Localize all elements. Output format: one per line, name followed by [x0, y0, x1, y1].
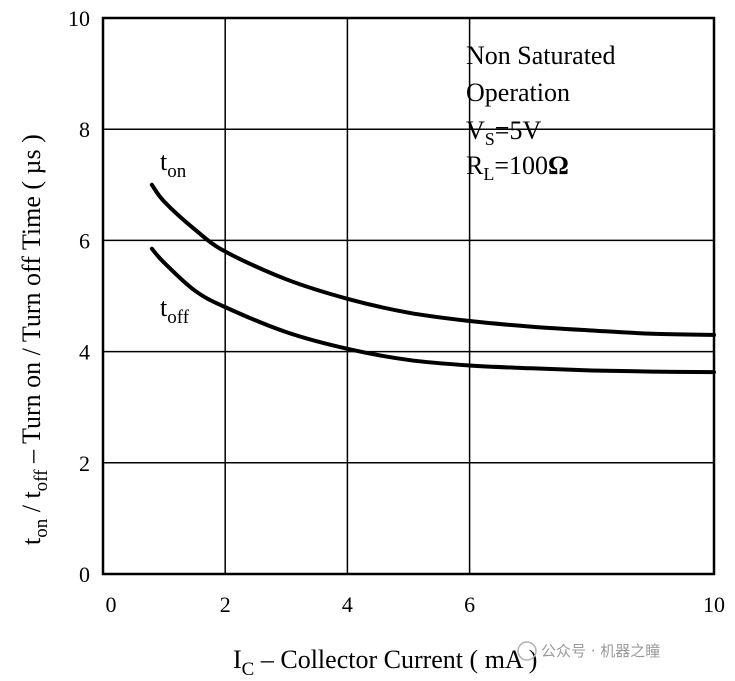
annotation-line-3: VS=5V: [466, 116, 541, 149]
annotation-line-2: Operation: [466, 78, 570, 107]
x-tick-label: 4: [342, 592, 353, 617]
x-ticks: 0 2 4 6 10: [106, 592, 726, 617]
wechat-icon: [517, 641, 537, 661]
x-tick-label: 6: [464, 592, 475, 617]
y-tick-label: 6: [79, 228, 90, 253]
y-tick-label: 8: [79, 117, 90, 142]
watermark-text: 公众号 · 机器之瞳: [541, 642, 660, 660]
y-tick-label: 4: [79, 340, 90, 365]
x-tick-label: 2: [220, 592, 231, 617]
y-tick-label: 2: [79, 451, 90, 476]
annotation-line-4: RL=100Ω: [466, 151, 569, 184]
y-ticks: 0 2 4 6 8 10: [68, 6, 90, 587]
series-label-ton: ton: [160, 147, 187, 182]
grid: [103, 18, 714, 574]
series-line-toff: [149, 246, 716, 375]
plot-frame: [101, 16, 716, 576]
y-axis-label: ton / toff – Turn on / Turn off Time ( µ…: [17, 134, 52, 545]
conditions-annotation: Non Saturated Operation VS=5V RL=100Ω: [466, 41, 615, 184]
y-tick-label: 0: [79, 562, 90, 587]
y-tick-label: 10: [68, 6, 90, 31]
series-label-toff: toff: [160, 293, 190, 328]
x-axis-label: IC – Collector Current ( mA ): [233, 645, 537, 680]
x-tick-label: 0: [106, 592, 117, 617]
watermark: 公众号 · 机器之瞳: [517, 641, 660, 661]
series-lines: [149, 182, 716, 375]
series-line-ton: [149, 182, 716, 337]
x-tick-label: 10: [703, 592, 725, 617]
annotation-line-1: Non Saturated: [466, 41, 615, 70]
